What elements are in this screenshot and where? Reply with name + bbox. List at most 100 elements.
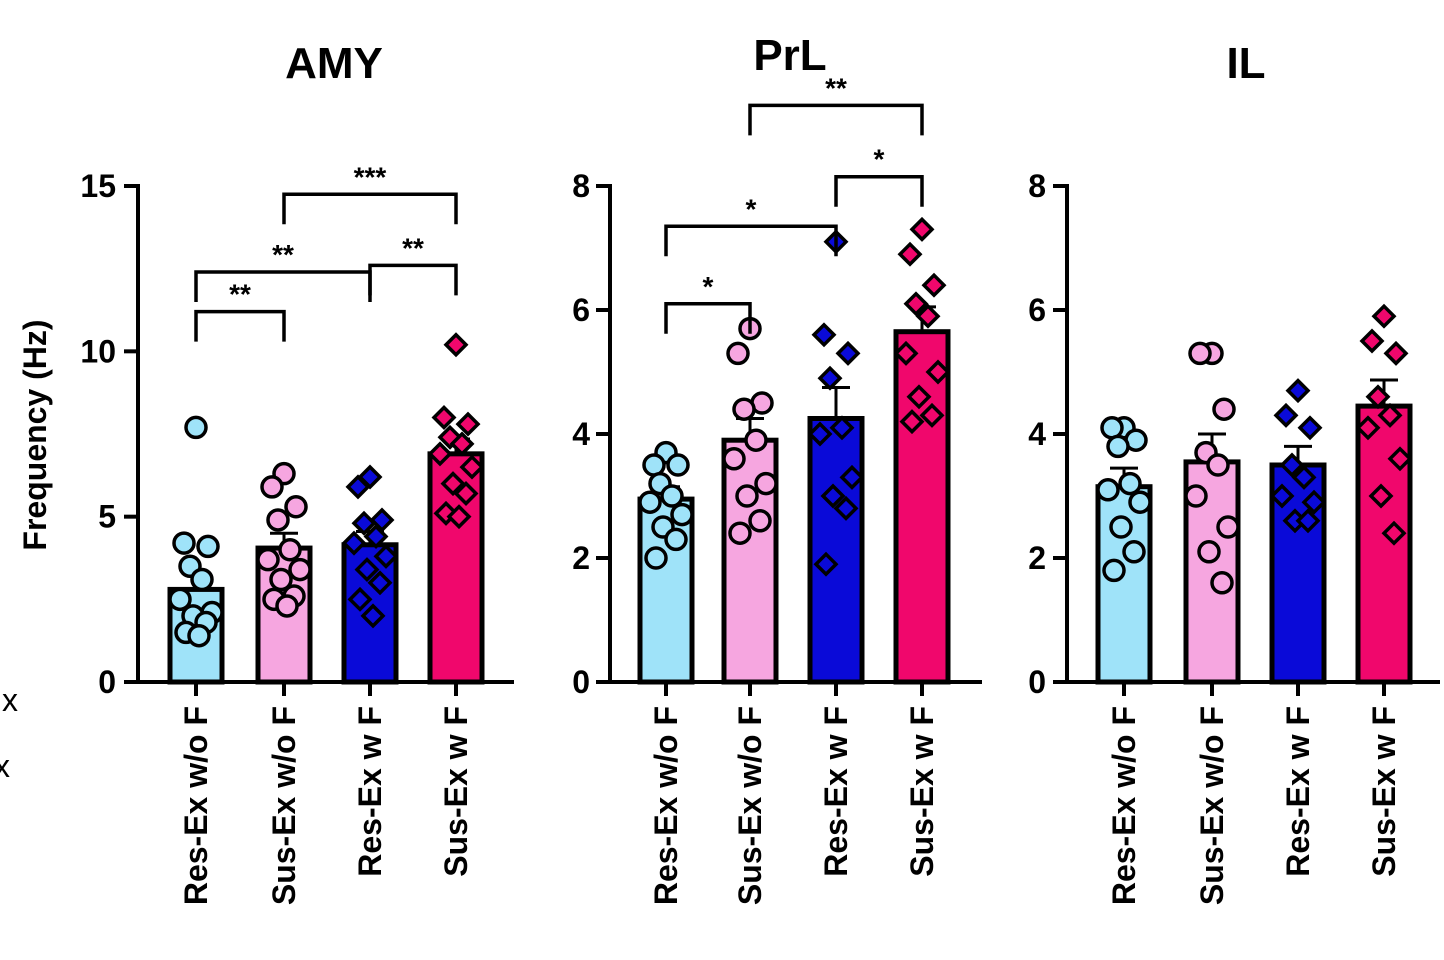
data-point <box>168 587 192 612</box>
data-point <box>1355 415 1381 441</box>
data-point <box>666 453 690 477</box>
x-tick-label: Res-Ex w/o F <box>648 706 684 905</box>
data-point <box>1381 520 1407 546</box>
significance-label: * <box>703 271 714 302</box>
x-tick-label: Res-Ex w/o F <box>1106 706 1142 905</box>
data-point <box>909 216 935 242</box>
chart-panels: AMY 0 5 10 15 Res-Ex w/o F Sus-Ex w/o F Res-Ex … <box>80 31 1440 905</box>
data-point <box>187 623 211 648</box>
data-point <box>427 441 453 467</box>
significance-label: ** <box>229 279 251 310</box>
data-point <box>1301 489 1327 515</box>
data-point <box>453 481 479 506</box>
data-point <box>1102 558 1126 583</box>
significance-bracket <box>664 224 838 257</box>
y-tick-label: 10 <box>80 333 116 369</box>
x-tick-label: Sus-Ex w F <box>438 706 474 877</box>
x-tick-label: Res-Ex w/o F <box>178 706 214 905</box>
chart-title: IL <box>1226 39 1265 88</box>
bar <box>1355 403 1413 685</box>
significance-bracket <box>282 192 458 225</box>
data-point <box>363 524 389 549</box>
data-point <box>256 547 280 572</box>
data-point <box>446 504 472 530</box>
data-point <box>921 272 947 298</box>
significance-bracket <box>194 270 372 302</box>
data-point <box>1359 328 1385 354</box>
significance-label: ** <box>272 239 294 270</box>
data-point <box>726 341 750 366</box>
x-tick-label: Sus-Ex w/o F <box>732 706 768 905</box>
cropped-left-text-2: x <box>0 748 10 784</box>
y-tick-label: 2 <box>572 540 590 576</box>
panel-prl: PrL 0 2 4 6 8 Res-Ex w/o F Sus-Ex w/o F Res-Ex w… <box>572 31 982 905</box>
data-point <box>196 534 220 559</box>
data-point <box>748 509 772 533</box>
y-tick-label: 5 <box>98 499 116 535</box>
data-point <box>1206 453 1230 477</box>
data-point <box>284 494 308 519</box>
x-tick-label: Sus-Ex w F <box>904 706 940 877</box>
data-point <box>1295 508 1321 534</box>
data-point <box>1184 484 1208 508</box>
data-point <box>269 567 293 592</box>
data-point <box>660 484 684 508</box>
data-point <box>903 291 929 317</box>
data-point <box>288 557 312 582</box>
y-tick-label: 6 <box>572 292 590 328</box>
data-point <box>1387 446 1413 472</box>
significance-label: * <box>874 144 885 175</box>
data-point <box>1371 303 1397 329</box>
data-point <box>644 546 668 570</box>
significance-label: *** <box>354 161 387 192</box>
significance-bracket <box>368 263 458 296</box>
data-point <box>431 404 457 430</box>
y-tick-label: 4 <box>1028 416 1046 452</box>
data-point <box>1188 341 1212 366</box>
data-point <box>754 471 778 496</box>
data-point <box>373 543 399 569</box>
data-point <box>1122 540 1146 564</box>
data-point <box>1106 434 1130 459</box>
data-point <box>670 502 694 527</box>
data-point <box>172 531 196 555</box>
cropped-left-text-1: x <box>2 682 18 718</box>
bar <box>893 329 951 685</box>
data-point <box>1297 415 1323 441</box>
data-point <box>835 340 861 366</box>
data-point <box>925 359 951 385</box>
y-tick-label: 0 <box>572 664 590 700</box>
data-point <box>1118 471 1142 496</box>
data-point <box>351 510 377 536</box>
x-tick-label: Sus-Ex w/o F <box>1194 706 1230 905</box>
data-point <box>449 431 475 457</box>
data-point <box>899 409 925 435</box>
significance-label: ** <box>402 232 424 263</box>
significance-bracket <box>194 309 286 342</box>
data-point <box>893 340 919 366</box>
data-point <box>1291 464 1317 490</box>
significance-bracket <box>748 103 924 136</box>
y-tick-label: 6 <box>1028 292 1046 328</box>
y-tick-label: 8 <box>572 168 590 204</box>
data-point <box>1216 515 1240 539</box>
chart-title: AMY <box>285 39 383 88</box>
data-point <box>367 570 393 596</box>
x-tick-label: Res-Ex w F <box>818 706 854 877</box>
data-point <box>1109 515 1133 539</box>
data-point <box>813 551 839 577</box>
data-point <box>260 475 284 499</box>
data-point <box>1383 340 1409 366</box>
data-point <box>360 603 386 629</box>
data-point <box>459 454 485 480</box>
data-point <box>744 428 768 452</box>
significance-label: * <box>746 193 757 224</box>
y-tick-label: 8 <box>1028 168 1046 204</box>
panel-amy: AMY 0 5 10 15 Res-Ex w/o F Sus-Ex w/o F Res-Ex … <box>80 39 514 905</box>
data-point <box>278 537 302 562</box>
data-point <box>1279 452 1305 478</box>
data-point <box>735 484 759 508</box>
data-point <box>1365 384 1391 410</box>
data-point <box>369 507 395 533</box>
